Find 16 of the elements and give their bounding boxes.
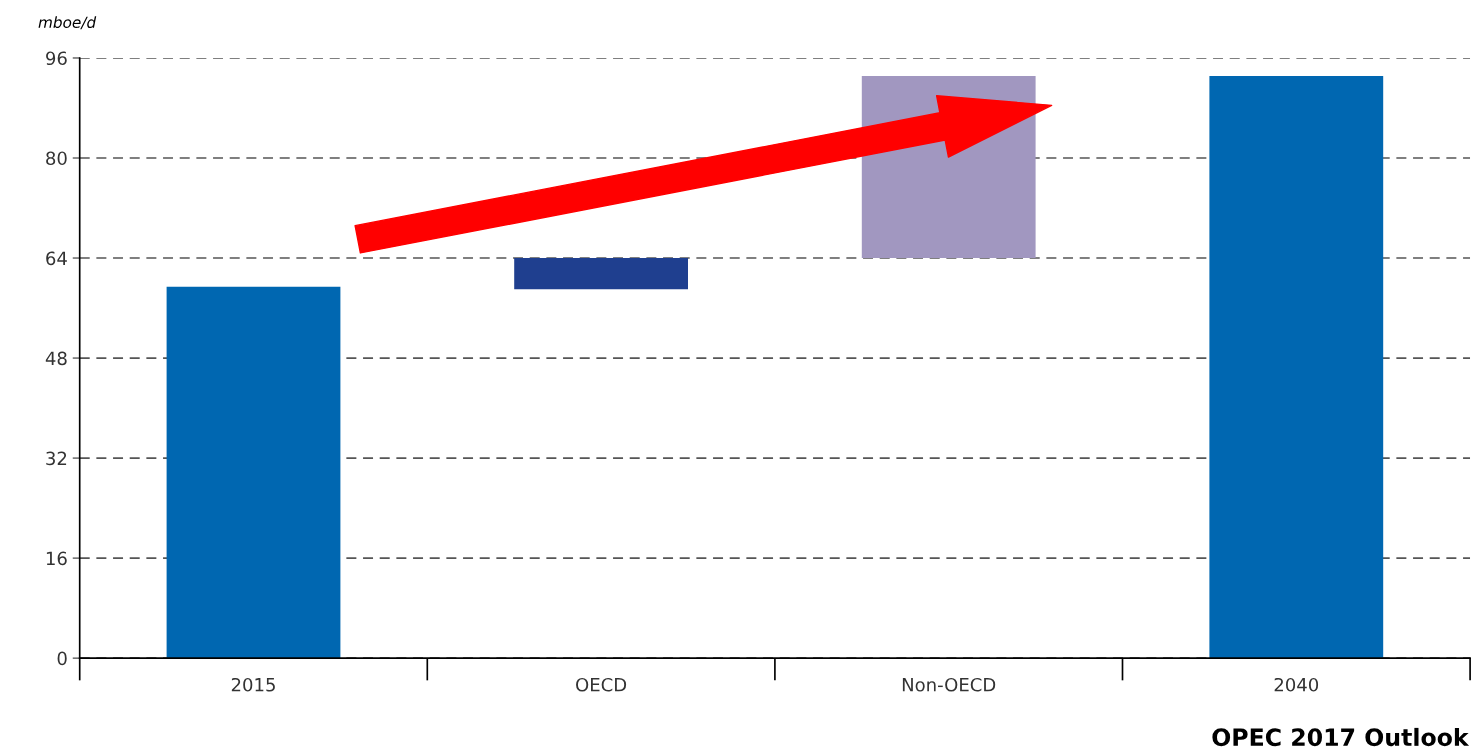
y-tick-label: 0 [57,651,67,666]
x-tick-label: Non-OECD [902,677,996,692]
x-tick-label: 2015 [231,677,275,692]
bar [514,258,688,290]
bar [1209,76,1384,659]
y-tick-label: 16 [46,551,67,566]
y-tick-label: 32 [46,451,67,466]
y-axis-title: mboe/d [38,16,97,30]
y-tick-label: 64 [46,251,67,266]
x-tick-label: OECD [576,677,627,692]
text: OPEC 2017 Outlook [1212,727,1470,747]
y-tick-label: 48 [45,351,67,366]
bar [166,286,341,659]
y-tick-label: 80 [46,151,67,166]
y-tick-label: 96 [46,51,67,66]
x-tick-label: 2040 [1274,677,1319,692]
